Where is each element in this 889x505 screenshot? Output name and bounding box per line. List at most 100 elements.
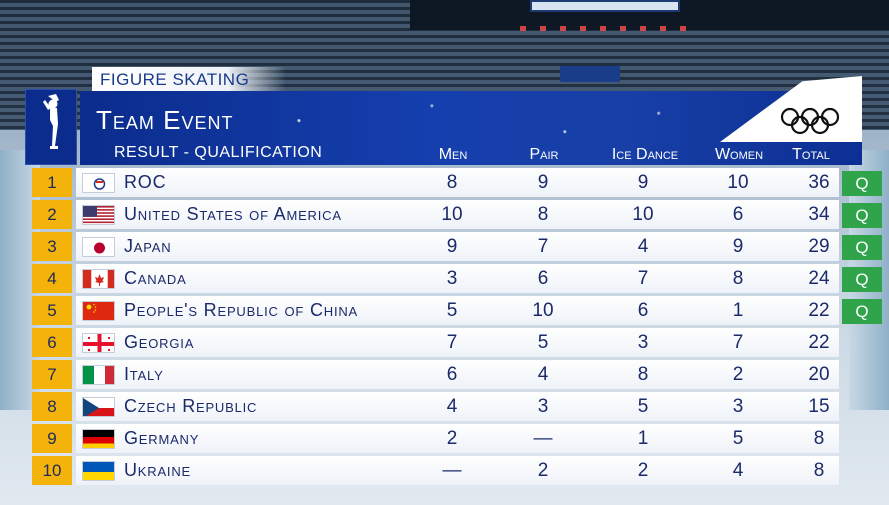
score-ice-dance: 3 xyxy=(637,332,649,353)
table-row: 8 Czech Republic 4 3 5 3 15 xyxy=(32,392,882,421)
result-subtitle: Result - Qualification xyxy=(114,144,323,161)
score-ice-dance: 1 xyxy=(637,428,649,449)
sport-label: Figure Skating xyxy=(92,67,286,92)
score-ice-dance: 9 xyxy=(637,172,649,193)
table-row: 1 ROC 8 9 9 10 36 Q xyxy=(32,168,882,197)
column-header-total: Total xyxy=(792,146,830,163)
score-total: 8 xyxy=(813,460,825,481)
rink-banner xyxy=(560,66,620,82)
row-background xyxy=(76,424,839,453)
score-pair: 8 xyxy=(537,204,549,225)
nation-name: Ukraine xyxy=(124,460,191,480)
japan-flag-icon xyxy=(82,237,115,257)
row-background xyxy=(76,200,839,229)
score-ice-dance: 2 xyxy=(637,460,649,481)
score-women: 8 xyxy=(732,268,744,289)
score-ice-dance: 7 xyxy=(637,268,649,289)
score-women: 6 xyxy=(732,204,744,225)
column-header-ice-dance: Ice Dance xyxy=(611,146,679,163)
score-women: 5 xyxy=(732,428,744,449)
czech-flag-icon xyxy=(82,397,115,417)
nation-name: Canada xyxy=(124,268,187,288)
table-row: 2 United States of America 10 8 10 6 34 … xyxy=(32,200,882,229)
table-row: 4 Canada 3 6 7 8 24 Q xyxy=(32,264,882,293)
score-total: 36 xyxy=(808,172,830,193)
score-pair: 10 xyxy=(532,300,554,321)
score-women: 9 xyxy=(732,236,744,257)
score-women: 3 xyxy=(732,396,744,417)
score-women: 1 xyxy=(732,300,744,321)
score-women: 2 xyxy=(732,364,744,385)
score-pair: — xyxy=(533,428,553,449)
score-ice-dance: 6 xyxy=(637,300,649,321)
score-men: 5 xyxy=(446,300,458,321)
score-men: 2 xyxy=(446,428,458,449)
table-row: 5 People's Republic of China 5 10 6 1 22… xyxy=(32,296,882,325)
rank-badge: 5 xyxy=(32,296,72,325)
score-men: 8 xyxy=(446,172,458,193)
rank-badge: 1 xyxy=(32,168,72,197)
ukraine-flag-icon xyxy=(82,461,115,481)
score-pair: 4 xyxy=(537,364,549,385)
score-pair: 5 xyxy=(537,332,549,353)
table-row: 10 Ukraine — 2 2 4 8 xyxy=(32,456,882,485)
nation-name: Italy xyxy=(124,364,164,384)
score-women: 7 xyxy=(732,332,744,353)
rank-badge: 2 xyxy=(32,200,72,229)
table-row: 6 Georgia 7 5 3 7 22 xyxy=(32,328,882,357)
qualified-badge: Q xyxy=(842,235,882,260)
column-header-pair: Pair xyxy=(529,146,559,163)
nation-name: ROC xyxy=(124,172,167,192)
score-total: 22 xyxy=(808,332,830,353)
score-men: 10 xyxy=(441,204,463,225)
row-background xyxy=(76,328,839,357)
score-men: — xyxy=(442,460,462,481)
qualified-badge: Q xyxy=(842,171,882,196)
table-row: 9 Germany 2 — 1 5 8 xyxy=(32,424,882,453)
header-decoration xyxy=(80,91,862,165)
score-ice-dance: 5 xyxy=(637,396,649,417)
score-women: 10 xyxy=(727,172,749,193)
olympic-rings-icon xyxy=(780,106,840,136)
row-background xyxy=(76,264,839,293)
rank-badge: 10 xyxy=(32,456,72,485)
score-total: 22 xyxy=(808,300,830,321)
nation-name: Germany xyxy=(124,428,200,448)
qualified-badge: Q xyxy=(842,203,882,228)
score-ice-dance: 4 xyxy=(637,236,649,257)
germany-flag-icon xyxy=(82,429,115,449)
score-pair: 2 xyxy=(537,460,549,481)
score-men: 7 xyxy=(446,332,458,353)
row-background xyxy=(76,392,839,421)
score-pair: 9 xyxy=(537,172,549,193)
score-total: 8 xyxy=(813,428,825,449)
rank-badge: 7 xyxy=(32,360,72,389)
rank-badge: 9 xyxy=(32,424,72,453)
table-row: 7 Italy 6 4 8 2 20 xyxy=(32,360,882,389)
georgia-flag-icon xyxy=(82,333,115,353)
score-men: 9 xyxy=(446,236,458,257)
nation-name: Japan xyxy=(124,236,172,256)
arena-video-screen xyxy=(530,0,680,12)
figure-skating-pictogram-icon xyxy=(25,89,77,165)
arena-lights xyxy=(520,26,700,31)
score-total: 20 xyxy=(808,364,830,385)
row-background xyxy=(76,168,839,197)
results-header: Team Event Result - Qualification Men Pa… xyxy=(80,91,862,165)
score-total: 29 xyxy=(808,236,830,257)
score-total: 34 xyxy=(808,204,830,225)
row-background xyxy=(76,232,839,261)
row-background xyxy=(76,360,839,389)
score-men: 3 xyxy=(446,268,458,289)
nation-name: People's Republic of China xyxy=(124,300,359,320)
score-pair: 3 xyxy=(537,396,549,417)
event-title: Team Event xyxy=(96,105,234,135)
score-men: 6 xyxy=(446,364,458,385)
score-pair: 7 xyxy=(537,236,549,257)
score-total: 24 xyxy=(808,268,830,289)
italy-flag-icon xyxy=(82,365,115,385)
nation-name: Czech Republic xyxy=(124,396,258,416)
qualified-badge: Q xyxy=(842,267,882,292)
rank-badge: 4 xyxy=(32,264,72,293)
score-men: 4 xyxy=(446,396,458,417)
